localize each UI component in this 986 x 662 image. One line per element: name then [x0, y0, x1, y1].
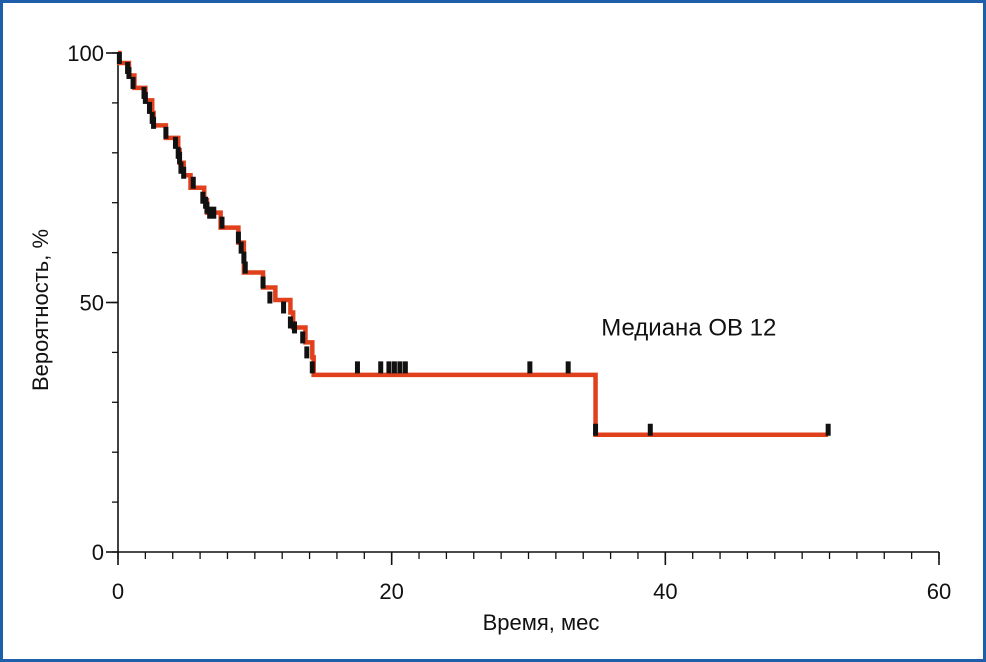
censor-mark	[178, 161, 184, 174]
censor-mark	[242, 261, 248, 274]
x-tick-label: 0	[112, 579, 124, 604]
censor-mark	[386, 361, 392, 374]
censor-mark	[309, 361, 315, 374]
censor-mark	[207, 206, 213, 219]
censor-mark	[146, 101, 152, 114]
censor-mark	[219, 216, 225, 229]
censor-mark	[126, 66, 132, 79]
censor-mark	[565, 361, 571, 374]
censor-mark	[200, 191, 206, 204]
censor-mark	[172, 136, 178, 149]
censor-mark	[402, 361, 408, 374]
censor-mark	[238, 241, 244, 254]
y-tick-label: 100	[67, 41, 104, 66]
censor-mark	[241, 251, 247, 264]
censor-mark	[163, 126, 169, 139]
x-tick-label: 60	[927, 579, 951, 604]
censor-mark	[235, 231, 241, 244]
censor-mark	[116, 51, 122, 64]
censor-mark	[378, 361, 384, 374]
y-tick-label: 50	[80, 291, 104, 316]
survival-curve	[117, 50, 829, 437]
censor-mark	[151, 116, 157, 129]
censor-mark	[354, 361, 360, 374]
censor-mark	[142, 91, 148, 104]
curve-layer	[117, 50, 829, 437]
censor-mark	[211, 206, 217, 219]
censor-layer	[116, 51, 831, 436]
censor-mark	[391, 361, 397, 374]
censor-mark	[527, 361, 533, 374]
y-axis-title: Вероятность, %	[28, 229, 53, 391]
censor-mark	[647, 423, 653, 436]
censor-mark	[260, 276, 266, 289]
censor-mark	[300, 331, 306, 344]
median-annotation: Медиана ОВ 12	[601, 314, 776, 341]
censor-mark	[177, 151, 183, 164]
censor-mark	[204, 201, 210, 214]
censor-mark	[825, 423, 831, 436]
censor-mark	[397, 361, 403, 374]
censor-mark	[267, 291, 273, 304]
ticks	[106, 52, 940, 565]
x-axis-title: Время, мес	[483, 610, 600, 635]
x-tick-label: 20	[379, 579, 403, 604]
x-tick-label: 40	[653, 579, 677, 604]
censor-mark	[181, 166, 187, 179]
axes	[117, 53, 939, 553]
censor-mark	[593, 423, 599, 436]
y-tick-label: 0	[92, 540, 104, 565]
censor-mark	[190, 176, 196, 189]
censor-mark	[130, 76, 136, 89]
tick-labels: 0 50 100 0 20 40 60	[67, 41, 951, 604]
censor-mark	[281, 301, 287, 314]
censor-mark	[287, 316, 293, 329]
censor-mark	[304, 346, 310, 359]
censor-mark	[292, 321, 298, 334]
